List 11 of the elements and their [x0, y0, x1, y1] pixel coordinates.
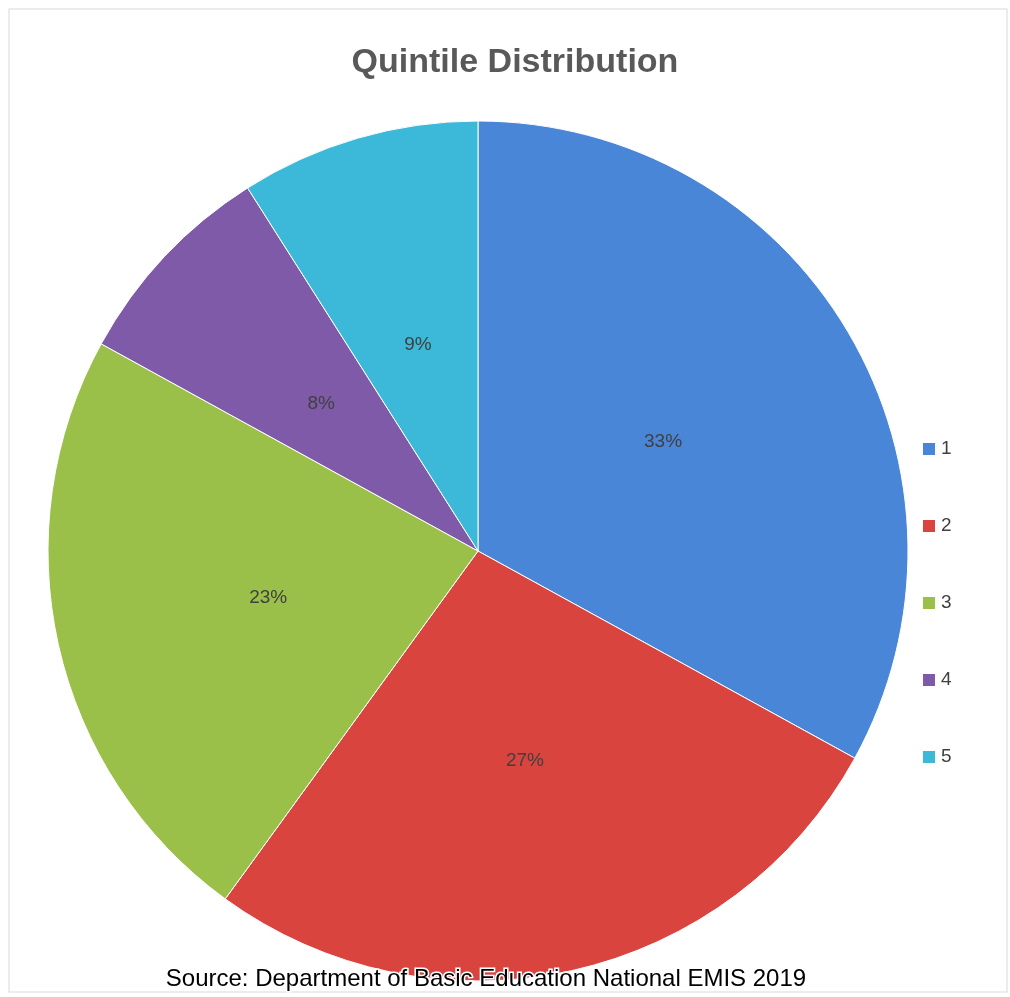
legend-label: 3 [941, 591, 952, 613]
legend-label: 2 [941, 514, 952, 536]
data-label: 27% [505, 748, 545, 770]
data-label: 9% [404, 332, 432, 354]
data-label: 23% [249, 585, 288, 607]
legend-label: 1 [941, 437, 952, 459]
legend-label: 4 [941, 668, 952, 690]
data-label: 33% [644, 429, 683, 451]
data-label: 8% [307, 391, 336, 413]
chart-title: Quintile Distribution [351, 41, 679, 79]
legend-label: 5 [941, 745, 952, 767]
